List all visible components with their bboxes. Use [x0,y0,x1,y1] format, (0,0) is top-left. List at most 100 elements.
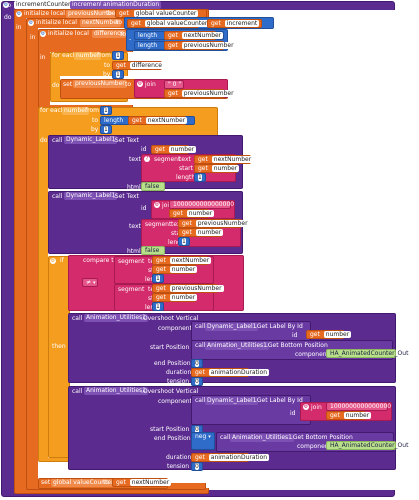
call2-component-field[interactable]: Dynamic_Label1 [64,192,118,200]
anim2-neg-block[interactable]: neg ▾ [191,432,215,450]
call1-component-field[interactable]: Dynamic_Label1 [64,136,118,144]
anim1-end-number[interactable]: 0 [191,359,203,368]
if-block[interactable] [48,256,70,458]
foreach2-get-nextNumber[interactable]: get nextNumber [128,116,188,125]
init3-get-previousNumber[interactable]: get previousNumber [164,41,236,50]
anim1-getLabelById-block[interactable]: call Dynamic_Label1 .Get Label By Id id [191,321,311,341]
foreach2-label: for each [40,107,65,114]
if-get-number-start2[interactable]: get number [152,293,198,302]
foreach2-from-number[interactable]: 1 [100,106,112,115]
init3-gear-icon[interactable]: ⚙ [40,31,46,37]
call2-call-label: call [52,193,63,200]
anim2-tension-label: tension [167,463,190,470]
call1-get-nextNumber[interactable]: get nextNumber [194,155,254,164]
anim2-call-label: call [72,388,83,395]
foreach2-do-label: do [40,137,48,144]
if-length1-number[interactable]: 1 [152,274,164,283]
init3-to-label: to [120,31,127,38]
anim1-duration-label: duration [166,369,192,376]
init2-get-global-valueCounter[interactable]: get global valueCounter [127,19,210,28]
procedure-param-animationDuration[interactable]: animationDuration [101,1,162,9]
init1-label: initialize local [24,10,65,17]
anim2-neg-dropdown-icon: ▾ [208,434,211,440]
call2-get-previousNumber[interactable]: get previousNumber [178,219,250,228]
procedure-param-increment[interactable]: increment [70,1,105,9]
foreach1-to-label: to [104,62,111,69]
init2-get-increment[interactable]: get increment [207,19,262,28]
init3-get-nextNumber[interactable]: get nextNumber [164,31,224,40]
foreach2-by-label: by [91,126,99,133]
call1-html-false[interactable]: false [141,182,165,191]
foreach2-from-label: from [85,107,99,114]
anim1-component-field[interactable]: Animation_Utilities1 [84,314,148,322]
call1-get-number-start[interactable]: get number [194,164,240,173]
anim2-end-label: end Position [154,435,191,442]
call2-length-number[interactable]: 1 [178,237,190,246]
procedure-name-field[interactable]: incrementCounter [14,1,73,9]
anim2-HA-AnimatedCounter-Out[interactable]: HA_AnimatedCounter_Out [326,441,408,450]
anim1-get-number[interactable]: get number [306,330,352,339]
init3-var-field[interactable]: difference [92,30,127,38]
call2-html-label: html [127,248,141,255]
init1-var-field[interactable]: previousNumber [66,10,120,18]
init2-get1-var[interactable]: global valueCounter [144,20,210,27]
final-set-var-field[interactable]: global valueCounter [51,479,116,487]
anim2-method-label: .Overshoot Vertical [141,388,199,395]
foreach1-from-number[interactable]: 1 [112,51,124,60]
anim2-tension-number[interactable]: 0 [191,462,203,471]
call1-length-number[interactable]: 1 [194,173,206,182]
call2-html-false[interactable]: false [141,246,165,255]
anim2-get-number[interactable]: get number [326,411,372,420]
then-label: then [52,343,66,350]
init2-get2-var[interactable]: increment [224,20,260,27]
anim1-HA-AnimatedCounter-Out[interactable]: HA_AnimatedCounter_Out [326,349,408,358]
init2-var-field[interactable]: nextNumber [80,19,122,27]
procedure-gear-icon[interactable]: ⚙ [3,2,9,8]
anim1-tension-number[interactable]: 0 [191,377,203,386]
set1-empty-text[interactable]: " 0 " [164,80,184,89]
call2-get-number-start[interactable]: get number [178,228,224,237]
init3-label: initialize local [48,30,89,37]
final-set-label: set [41,479,51,486]
call1-segment-gear-icon[interactable]: ? [144,156,150,162]
foreach2-by-number[interactable]: 1 [100,125,112,134]
set1-var-field[interactable]: previousNumber [73,80,127,88]
set1-get-previousNumber[interactable]: get previousNumber [164,89,236,98]
foreach2-var-field[interactable]: number [62,107,90,115]
compare-operator[interactable]: ≠ ▾ [82,278,98,287]
anim2-component-field[interactable]: Animation_Utilities1 [84,387,148,395]
if-length2-number[interactable]: 1 [152,302,164,311]
init1-gear-icon[interactable]: ⚙ [16,11,22,17]
call2-join-gear-icon[interactable]: ⚙ [154,202,160,208]
anim2-join-text-value[interactable]: 1000000000000000 [326,402,391,411]
if-gear-icon[interactable]: ⚙ [50,258,56,264]
call2-join-text-value[interactable]: 1000000000000000 [169,200,234,209]
if-get-previousNumber[interactable]: get previousNumber [152,284,224,293]
init3-minus-sign: - [129,36,132,43]
call1-method-label: .Set Text [113,137,139,144]
call1-get-number-id[interactable]: get number [151,145,197,154]
init2-gear-icon[interactable]: ⚙ [28,20,34,26]
anim1-get-animationDuration[interactable]: get animationDuration [191,368,270,377]
procedure-do-label: do [4,14,12,21]
set1-to-label: to [125,81,132,88]
set1-join-gear-icon[interactable]: ⚙ [137,81,143,87]
call2-get-number-id[interactable]: get number [169,209,215,218]
foreach1-var-field[interactable]: number [74,52,102,60]
set1-set-label: set [63,81,73,88]
init1-get-var[interactable]: global valueCounter [133,10,199,17]
foreach1-by-number[interactable]: 1 [112,70,124,79]
anim1-component-label: component [158,325,192,332]
anim2-component-label: component [158,398,192,405]
anim2-getLabelById-block[interactable]: call Dynamic_Label1 .Get Label By Id id [191,395,311,425]
final-get-nextNumber[interactable]: get nextNumber [112,478,172,487]
call1-html-label: html [127,184,141,191]
init1-get-label: get [119,10,129,17]
anim2-join-gear-icon[interactable]: ⚙ [303,404,309,410]
foreach1-get-difference[interactable]: get difference [112,61,164,70]
call2-id-label: id [141,205,147,212]
anim1-end-label: end Position [154,360,191,367]
if-get-nextNumber[interactable]: get nextNumber [152,256,212,265]
anim2-get-animationDuration[interactable]: get animationDuration [191,453,270,462]
if-get-number-start1[interactable]: get number [152,265,198,274]
